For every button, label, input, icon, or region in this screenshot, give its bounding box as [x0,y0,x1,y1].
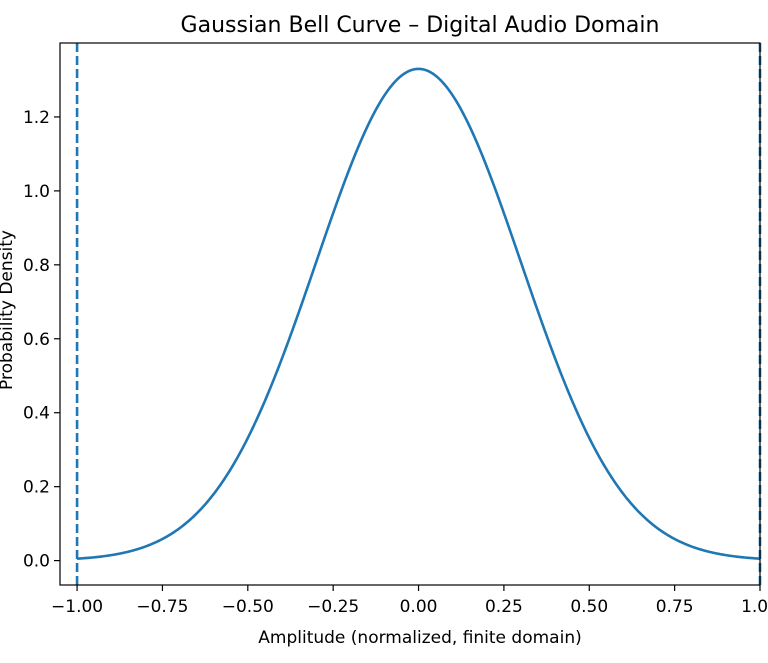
chart-title: Gaussian Bell Curve – Digital Audio Doma… [181,13,660,38]
x-tick-label: 1.00 [741,597,768,617]
x-tick-label: −0.25 [307,597,359,617]
plot-area [75,43,762,585]
plot-frame [59,42,761,586]
x-tick-label: −0.50 [222,597,274,617]
x-tick-label: 0.50 [570,597,608,617]
x-tick-label: 0.00 [400,597,438,617]
y-tick-label: 0.2 [23,478,50,498]
y-tick-label: 1.2 [23,108,50,128]
y-tick-label: 0.8 [23,256,50,276]
y-tick-label: 0.0 [23,552,50,572]
x-tick-label: 0.75 [656,597,694,617]
x-axis: −1.00 −0.75 −0.50 −0.25 0.00 0.25 0.50 0.75 1.00 [51,585,768,617]
y-tick-label: 1.0 [23,182,50,202]
y-axis: 0.0 0.2 0.4 0.6 0.8 1.0 1.2 [23,108,60,572]
series-line-0 [76,67,761,560]
x-tick-label: −0.75 [136,597,188,617]
y-axis-label: Probability Density [0,230,17,390]
x-tick-label: −1.00 [51,597,103,617]
y-tick-label: 0.6 [23,330,50,350]
x-axis-label: Amplitude (normalized, finite domain) [258,628,581,648]
x-tick-label: 0.25 [485,597,523,617]
y-tick-label: 0.4 [23,404,50,424]
